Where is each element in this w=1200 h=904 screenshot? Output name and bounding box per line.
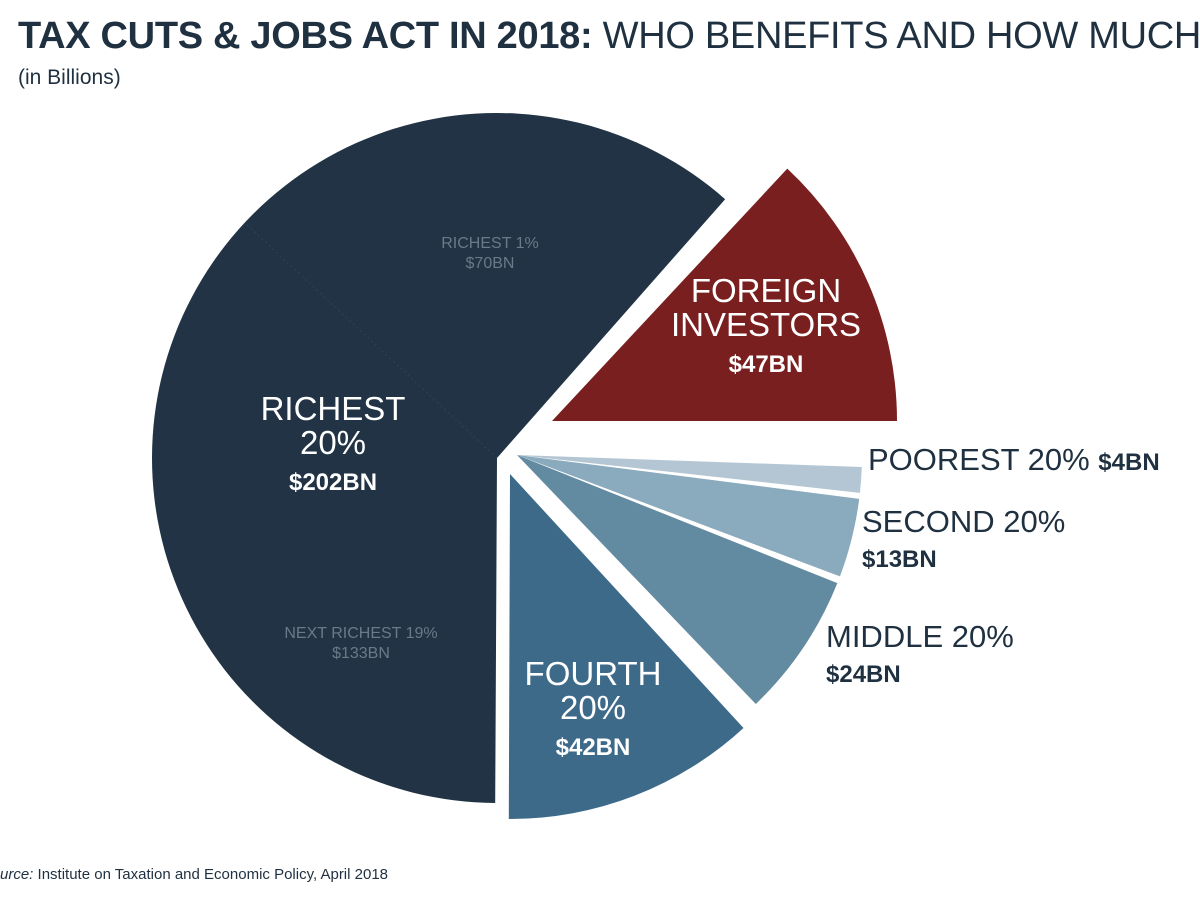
sub-slice-label-next19: NEXT RICHEST 19% $133BN — [284, 625, 437, 662]
slice-label-foreign: FOREIGN INVESTORS $47BN — [671, 272, 861, 378]
chart-subtitle: (in Billions) — [18, 66, 121, 89]
chart-title-bold: TAX CUTS & JOBS ACT IN 2018: — [18, 15, 593, 57]
pie-slice-richest20 — [152, 113, 726, 803]
source-note: urce: Institute on Taxation and Economic… — [0, 866, 388, 883]
slice-label-middle: MIDDLE 20% $24BN — [826, 619, 1014, 688]
source-text: Institute on Taxation and Economic Polic… — [33, 866, 389, 883]
pie-slice-foreign — [552, 168, 897, 421]
slice-label-second: SECOND 20% $13BN — [862, 504, 1065, 573]
pie-slice-fourth — [508, 474, 744, 820]
source-label: urce: — [0, 866, 34, 883]
chart-title-rest: WHO BENEFITS AND HOW MUCH — [592, 15, 1200, 57]
pie-slice-second — [517, 455, 860, 577]
slice-label-richest20: RICHEST 20% $202BN — [261, 390, 406, 496]
sub-slice-label-top1: RICHEST 1% $70BN — [441, 235, 539, 272]
slice-label-poorest: POOREST 20% $4BN — [868, 442, 1160, 477]
pie-slice-poorest — [517, 455, 862, 493]
slice-label-fourth: FOURTH 20% $42BN — [525, 655, 662, 761]
chart-title: TAX CUTS & JOBS ACT IN 2018: WHO BENEFIT… — [18, 12, 1200, 60]
pie-slice-middle — [517, 455, 838, 705]
